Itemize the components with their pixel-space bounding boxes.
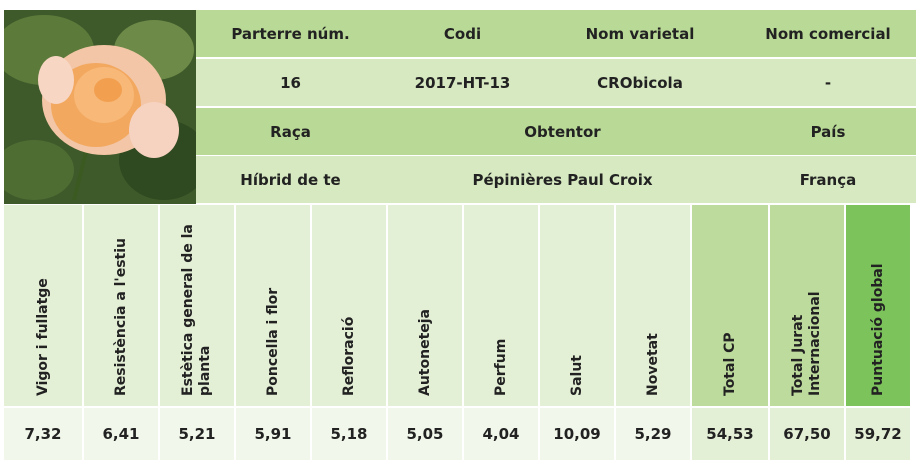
- score-header: Puntuació global: [870, 216, 887, 396]
- info-value: Pépinières Paul Croix: [385, 156, 740, 203]
- score-header: Novetat: [645, 216, 662, 396]
- score-header: Perfum: [493, 216, 510, 396]
- info-value: França: [740, 156, 916, 203]
- info-label: Raça: [196, 108, 385, 155]
- score-value: 6,41: [84, 408, 158, 460]
- score-value: 5,29: [616, 408, 690, 460]
- score-header: Poncella i flor: [265, 216, 282, 396]
- info-label: Parterre núm.: [196, 10, 385, 57]
- score-header-cell: Total CP: [692, 205, 768, 406]
- score-header-cell: Novetat: [616, 205, 690, 406]
- info-value: Híbrid de te: [196, 156, 385, 203]
- score-value: 4,04: [464, 408, 538, 460]
- score-value: 5,18: [312, 408, 386, 460]
- info-value: CRObicola: [540, 59, 740, 106]
- score-header-cell: Total Jurat Internacional: [770, 205, 844, 406]
- info-label: Codi: [385, 10, 540, 57]
- info-label: País: [740, 108, 916, 155]
- score-value: 5,91: [236, 408, 310, 460]
- info-label: Nom varietal: [540, 10, 740, 57]
- score-header: Autoneteja: [417, 216, 434, 396]
- score-header-cell: Resistència a l'estiu: [84, 205, 158, 406]
- score-header-cell: Estètica general de la planta: [160, 205, 234, 406]
- score-value: 5,05: [388, 408, 462, 460]
- score-header: Estètica general de la planta: [180, 216, 214, 396]
- score-header-cell: Refloració: [312, 205, 386, 406]
- info-value: 2017-HT-13: [385, 59, 540, 106]
- info-label: Nom comercial: [740, 10, 916, 57]
- score-value: 54,53: [692, 408, 768, 460]
- score-header-cell: Vigor i fullatge: [4, 205, 82, 406]
- score-header: Vigor i fullatge: [35, 216, 52, 396]
- score-header-cell: Autoneteja: [388, 205, 462, 406]
- score-header: Total Jurat Internacional: [790, 216, 824, 396]
- score-value: 10,09: [540, 408, 614, 460]
- rose-photo: [4, 10, 196, 204]
- score-header-cell: Puntuació global: [846, 205, 910, 406]
- score-header-cell: Salut: [540, 205, 614, 406]
- score-value: 59,72: [846, 408, 910, 460]
- info-value: -: [740, 59, 916, 106]
- score-header: Refloració: [341, 216, 358, 396]
- info-label: Obtentor: [385, 108, 740, 155]
- score-header-cell: Poncella i flor: [236, 205, 310, 406]
- score-header: Salut: [569, 216, 586, 396]
- score-header-cell: Perfum: [464, 205, 538, 406]
- score-header: Total CP: [722, 216, 739, 396]
- rose-card: Parterre núm.CodiNom varietalNom comerci…: [0, 0, 916, 466]
- score-value: 67,50: [770, 408, 844, 460]
- score-value: 5,21: [160, 408, 234, 460]
- score-value: 7,32: [4, 408, 82, 460]
- score-header: Resistència a l'estiu: [113, 216, 130, 396]
- info-value: 16: [196, 59, 385, 106]
